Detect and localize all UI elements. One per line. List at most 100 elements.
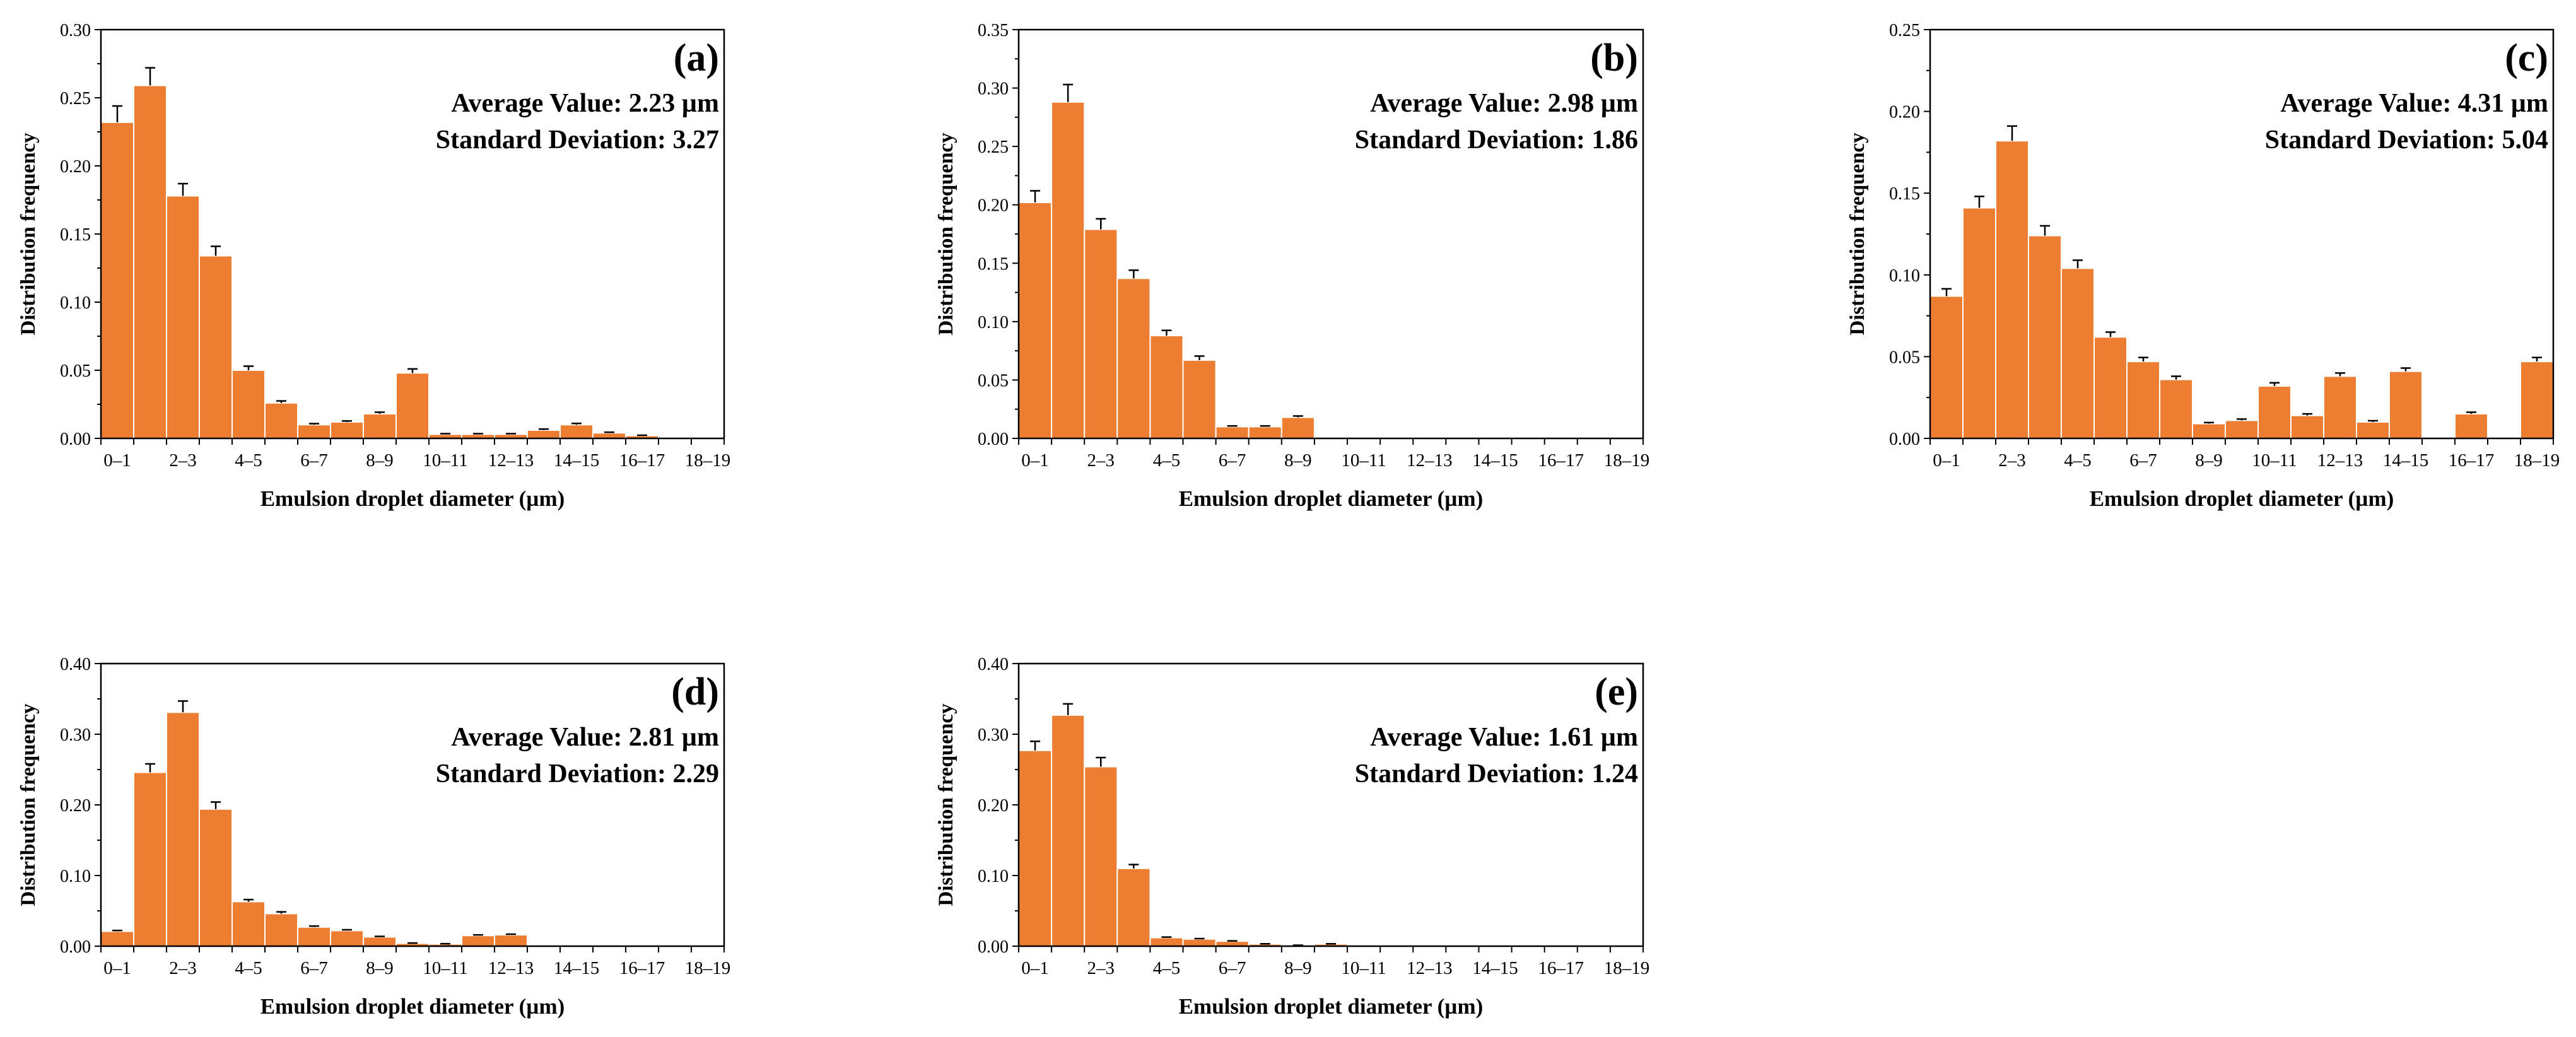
chart-b-bar (1116, 278, 1151, 439)
chart-c-ytick-label: 0.00 (1889, 430, 1920, 449)
chart-a-xtick-label: 4–5 (235, 450, 262, 471)
chart-b-ytick-label: 0.00 (978, 430, 1009, 449)
chart-b-xtick-label: 12–13 (1407, 450, 1453, 471)
chart-a-error-bar (604, 431, 614, 433)
chart-a-error-bar (211, 245, 221, 256)
chart-a-bar (363, 413, 397, 439)
chart-d-bar (494, 934, 528, 947)
chart-b-ylabel: Distribution frequency (935, 132, 957, 336)
chart-b-xtick-label: 0–1 (1021, 450, 1049, 471)
chart-c-xtick-label: 14–15 (2383, 450, 2429, 471)
chart-c-xtick-label: 18–19 (2514, 450, 2560, 471)
chart-e-bar (1116, 867, 1151, 947)
chart-d-standard-deviation: Standard Deviation: 2.29 (436, 759, 719, 788)
chart-c-xtick-label: 4–5 (2064, 450, 2092, 471)
chart-a-xlabel: Emulsion droplet diameter (µm) (261, 486, 565, 511)
chart-c-error-bar (2007, 125, 2017, 141)
chart-b-bar (1215, 426, 1250, 440)
chart-a-xtick-label: 14–15 (554, 450, 600, 471)
chart-b-bar (1280, 416, 1315, 439)
chart-a-bar (133, 85, 167, 439)
chart-c-xtick-label: 16–17 (2449, 450, 2495, 471)
chart-e-error-bar (1063, 703, 1074, 715)
chart-c-error-bar (2335, 372, 2345, 377)
chart-e: 0.00 0.10 0.20 0.30 0.40 0–1 2–3 4–5 6–7 8–9 10–11… (935, 655, 1649, 1019)
chart-d-bar (231, 901, 266, 947)
chart-c-error-bar (2269, 382, 2280, 387)
chart-b-bar (1018, 202, 1053, 439)
chart-c-bar (2159, 378, 2193, 439)
chart-a-error-bar (506, 433, 516, 435)
chart-d-bar (264, 913, 298, 947)
chart-d-bar (363, 936, 397, 947)
chart-d-average-value: Average Value: 2.81 µm (451, 723, 719, 752)
chart-c-xtick-label: 8–9 (2195, 450, 2223, 471)
chart-a-xtick-label: 8–9 (366, 450, 394, 471)
chart-c-error-bar (1941, 288, 1952, 296)
chart-b-xtick-label: 16–17 (1538, 450, 1584, 471)
chart-c-bar (1995, 140, 2029, 439)
chart-c-average-value: Average Value: 4.31 µm (2280, 89, 2548, 118)
chart-d-error-bar (145, 763, 155, 773)
chart-c-error-bar (2466, 411, 2476, 414)
chart-d-xtick-label: 10–11 (423, 958, 467, 978)
chart-c-xtick-label: 10–11 (2252, 450, 2297, 471)
chart-a-xtick-label: 10–11 (423, 450, 467, 471)
chart-e-bar (1018, 749, 1053, 947)
chart-a-bar (100, 121, 134, 439)
chart-a-ytick-label: 0.15 (60, 225, 91, 245)
chart-d-xtick-label: 2–3 (169, 958, 197, 978)
chart-c-ytick-label: 0.05 (1889, 348, 1920, 367)
chart-c-bar (1962, 207, 1996, 439)
chart-a: 0.00 0.05 0.10 0.15 0.20 0.25 0.30 0–1 2–3 4–5 6–7… (17, 21, 730, 511)
chart-e-xtick-label: 8–9 (1284, 958, 1312, 978)
chart-d-xlabel: Emulsion droplet diameter (µm) (261, 994, 565, 1019)
chart-d-bar (133, 771, 167, 947)
chart-b-bar (1084, 228, 1118, 439)
chart-b-error-bar (1030, 190, 1041, 203)
chart-d-panel-label: (d) (671, 671, 719, 713)
chart-e-error-bar (1128, 864, 1139, 869)
chart-a-error-bar (375, 411, 385, 414)
chart-b-xtick-label: 18–19 (1604, 450, 1650, 471)
chart-a-error-bar (571, 422, 582, 425)
chart-a-bar (231, 370, 266, 439)
chart-d-bar (199, 808, 233, 947)
chart-c-error-bar (2138, 356, 2148, 362)
chart-c-bar (2028, 235, 2062, 439)
chart-a-ytick-label: 0.25 (60, 89, 91, 108)
chart-a-xtick-label: 0–1 (103, 450, 131, 471)
chart-a-xtick-label: 18–19 (685, 450, 731, 471)
chart-d-bar (166, 712, 200, 947)
chart-c: 0.00 0.05 0.10 0.15 0.20 0.25 0–1 2–3 4–5 6–7 8–9 1… (1846, 21, 2560, 511)
chart-b: 0.00 0.05 0.10 0.15 0.20 0.25 0.30 0.35 0–1 2–3 4–… (935, 21, 1649, 511)
chart-e-xtick-label: 14–15 (1472, 958, 1518, 978)
chart-a-standard-deviation: Standard Deviation: 3.27 (436, 126, 719, 155)
chart-e-ytick-label: 0.20 (978, 796, 1009, 816)
chart-e-error-bar (1030, 740, 1041, 751)
chart-e-error-bar (1096, 756, 1106, 767)
chart-b-xtick-label: 2–3 (1087, 450, 1115, 471)
chart-e-xtick-label: 2–3 (1087, 958, 1115, 978)
chart-d-xtick-label: 0–1 (103, 958, 131, 978)
chart-b-xtick-label: 14–15 (1472, 450, 1518, 471)
chart-e-bar (1051, 714, 1086, 947)
chart-c-ytick-label: 0.10 (1889, 266, 1920, 286)
chart-d-bar (461, 935, 495, 947)
chart-d-ytick-label: 0.10 (60, 867, 91, 886)
chart-a-error-bar (473, 433, 483, 435)
chart-e-standard-deviation: Standard Deviation: 1.24 (1355, 759, 1638, 788)
chart-a-error-bar (342, 420, 352, 423)
chart-d-error-bar (309, 925, 319, 927)
chart-d-error-bar (506, 933, 516, 935)
chart-a-xtick-label: 2–3 (169, 450, 197, 471)
chart-b-error-bar (1161, 329, 1172, 336)
chart-b-ytick-label: 0.10 (978, 313, 1009, 332)
chart-c-xtick-label: 2–3 (1998, 450, 2026, 471)
chart-d-bar (330, 930, 364, 947)
chart-a-bar (330, 421, 364, 440)
chart-b-error-bar (1128, 269, 1139, 279)
chart-b-error-bar (1096, 218, 1106, 230)
chart-d: 0.00 0.10 0.20 0.30 0.40 0–1 2–3 4–5 6–7 8–9 10–11… (17, 655, 730, 1019)
